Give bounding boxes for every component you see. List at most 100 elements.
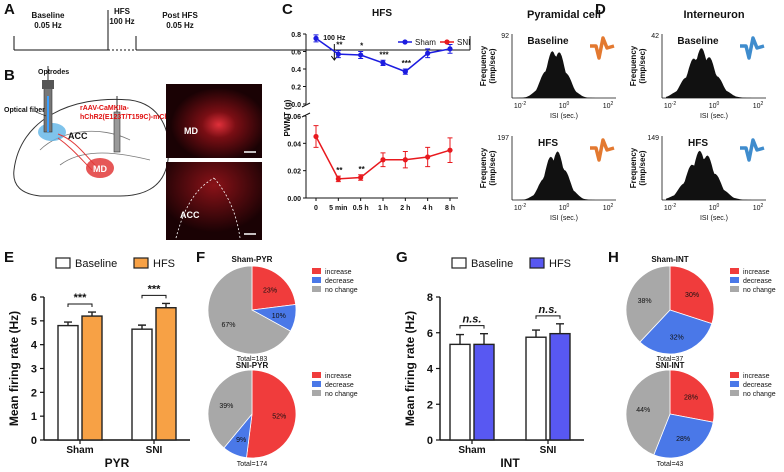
y-tick-label: 0.6 bbox=[291, 50, 301, 57]
significance-bracket bbox=[459, 325, 485, 329]
chart-title: SNI-PYR bbox=[236, 361, 269, 370]
bar bbox=[81, 315, 103, 441]
legend-label: Baseline bbox=[75, 258, 117, 270]
y-axis-label: (imp/sec) bbox=[638, 150, 647, 185]
legend-label: no change bbox=[325, 287, 358, 294]
timeline bbox=[13, 10, 471, 51]
chart-title: Sham-PYR bbox=[232, 255, 273, 264]
pie-slice bbox=[251, 265, 297, 311]
panel-letter: F bbox=[196, 249, 205, 266]
legend-swatch bbox=[730, 372, 739, 378]
chart-title: Sham-INT bbox=[651, 255, 688, 264]
significance-label: *** bbox=[402, 59, 412, 68]
image-label: ACC bbox=[180, 210, 200, 220]
x-tick-label: 102 bbox=[753, 101, 764, 110]
timeline-label: 0.05 Hz bbox=[166, 21, 194, 30]
tick-exponent: -2 bbox=[522, 101, 527, 107]
y-tick-label: 8 bbox=[427, 292, 433, 304]
error-bar bbox=[64, 321, 72, 326]
bar bbox=[473, 343, 495, 441]
waveform-icon bbox=[740, 36, 765, 60]
x-tick-label: 10-2 bbox=[514, 101, 526, 110]
bar bbox=[525, 336, 547, 441]
x-tick-label: 100 bbox=[709, 203, 720, 212]
legend-label: Sham bbox=[415, 38, 436, 47]
waveform-icon bbox=[590, 138, 615, 162]
y-tick-label: 0.0 bbox=[291, 102, 301, 109]
error-bar bbox=[88, 311, 96, 317]
tick-base: 10 bbox=[709, 103, 717, 110]
tick-base: 10 bbox=[753, 103, 761, 110]
legend-swatch bbox=[730, 381, 739, 387]
slice-label: 44% bbox=[636, 407, 650, 414]
image-label: MD bbox=[184, 126, 198, 136]
x-tick-label: 0 bbox=[314, 205, 318, 212]
tick-exponent: 0 bbox=[717, 101, 720, 107]
x-tick-label: 100 bbox=[559, 101, 570, 110]
x-tick-label: 4 h bbox=[423, 205, 433, 212]
waveform-icon bbox=[590, 36, 615, 60]
slice-label: 52% bbox=[272, 414, 286, 421]
legend-label: Baseline bbox=[471, 258, 513, 270]
significance-label: ** bbox=[359, 165, 366, 174]
tick-base: 10 bbox=[603, 103, 611, 110]
legend-label: increase bbox=[325, 269, 352, 276]
y-tick-label: 6 bbox=[31, 292, 37, 304]
tick-exponent: 2 bbox=[611, 101, 614, 107]
significance-bracket bbox=[67, 303, 93, 308]
pie-slice bbox=[246, 369, 297, 459]
significance-bracket bbox=[141, 294, 167, 299]
histogram-shape bbox=[516, 151, 610, 200]
timeline-label: HFS bbox=[114, 7, 131, 16]
x-axis-label: ISI (sec.) bbox=[550, 113, 578, 120]
legend-swatch bbox=[312, 277, 321, 283]
schematic-label: Optrodes bbox=[38, 69, 69, 76]
pie-slice bbox=[207, 369, 253, 449]
y-tick-label: 5 bbox=[31, 316, 37, 328]
data-point bbox=[358, 174, 364, 181]
tick-exponent: 2 bbox=[611, 203, 614, 209]
panel-letter: G bbox=[396, 249, 408, 266]
significance-label: *** bbox=[148, 283, 162, 295]
error-bar bbox=[456, 333, 464, 345]
tick-base: 10 bbox=[664, 205, 672, 212]
error-bar bbox=[138, 324, 146, 330]
legend-label: decrease bbox=[743, 278, 772, 285]
annotation: 100 Hz bbox=[323, 35, 346, 42]
slice-label: 30% bbox=[685, 292, 699, 299]
tick-exponent: 0 bbox=[567, 101, 570, 107]
significance-label: *** bbox=[74, 292, 88, 304]
panel-letter: C bbox=[282, 1, 293, 18]
slice-label: 67% bbox=[222, 322, 236, 329]
y-axis-label: Frequency bbox=[479, 45, 488, 86]
data-point bbox=[380, 157, 386, 163]
significance-bracket bbox=[535, 315, 561, 319]
slice-label: 23% bbox=[263, 288, 277, 295]
pie-slice bbox=[207, 265, 292, 355]
legend-swatch bbox=[529, 257, 545, 269]
y-axis-label: Frequency bbox=[479, 147, 488, 188]
pie-slice bbox=[669, 265, 715, 325]
schematic bbox=[13, 66, 170, 197]
legend-label: decrease bbox=[743, 382, 772, 389]
chart-title: HFS bbox=[372, 8, 392, 19]
schematic-label: MD bbox=[93, 164, 107, 174]
legend-marker bbox=[402, 39, 408, 45]
tick-base: 10 bbox=[514, 205, 522, 212]
data-point bbox=[358, 52, 364, 58]
slice-label: 39% bbox=[219, 403, 233, 410]
x-axis-label: ISI (sec.) bbox=[700, 113, 728, 120]
legend-label: HFS bbox=[153, 258, 175, 270]
y-tick-label: 0.02 bbox=[287, 169, 301, 176]
legend-swatch bbox=[730, 390, 739, 396]
waveform-icon bbox=[740, 138, 765, 162]
significance-label: ** bbox=[336, 166, 343, 175]
panel-letter: D bbox=[595, 1, 606, 18]
schematic-label: rAAV-CaMKIIa- bbox=[80, 105, 130, 112]
y-tick-label: 0 bbox=[427, 435, 433, 447]
x-axis-label: ISI (sec.) bbox=[550, 215, 578, 222]
data-point bbox=[313, 35, 319, 41]
legend-label: decrease bbox=[325, 278, 354, 285]
x-tick-label: 10-2 bbox=[664, 203, 676, 212]
